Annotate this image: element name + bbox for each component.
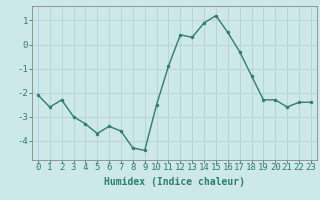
X-axis label: Humidex (Indice chaleur): Humidex (Indice chaleur) [104,177,245,187]
